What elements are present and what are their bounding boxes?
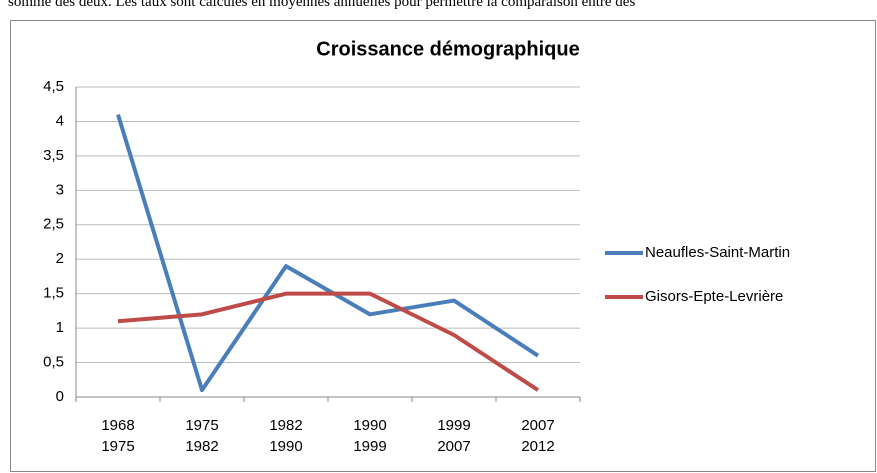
series-line [117, 291, 540, 392]
y-tick-label: 4 [56, 112, 64, 129]
legend-label: Neaufles-Saint-Martin [645, 244, 790, 261]
y-tick-label: 0,5 [43, 354, 64, 371]
y-tick-label: 1 [56, 319, 64, 336]
x-tick-label: 2007 2012 [521, 417, 555, 455]
y-tick-label: 0 [56, 388, 64, 405]
caption: somme des deux. Les taux sont calculés e… [8, 0, 636, 10]
y-tick-label: 3 [56, 181, 64, 198]
x-tick-label: 1999 2007 [437, 417, 471, 455]
y-tick-label: 1,5 [43, 285, 64, 302]
x-tick-label: 1982 1990 [269, 417, 303, 455]
y-tick-label: 4,5 [43, 78, 64, 95]
chart-frame [10, 20, 876, 472]
x-tick-label: 1990 1999 [353, 417, 387, 455]
series-line [116, 113, 540, 393]
y-tick-label: 2,5 [43, 216, 64, 233]
legend-label: Gisors-Epte-Levrière [645, 288, 783, 305]
y-tick-label: 3,5 [43, 147, 64, 164]
chart-title: Croissance démographique [316, 38, 579, 60]
x-tick-label: 1968 1975 [101, 417, 135, 455]
y-tick-label: 2 [56, 250, 64, 267]
x-tick-label: 1975 1982 [185, 417, 219, 455]
